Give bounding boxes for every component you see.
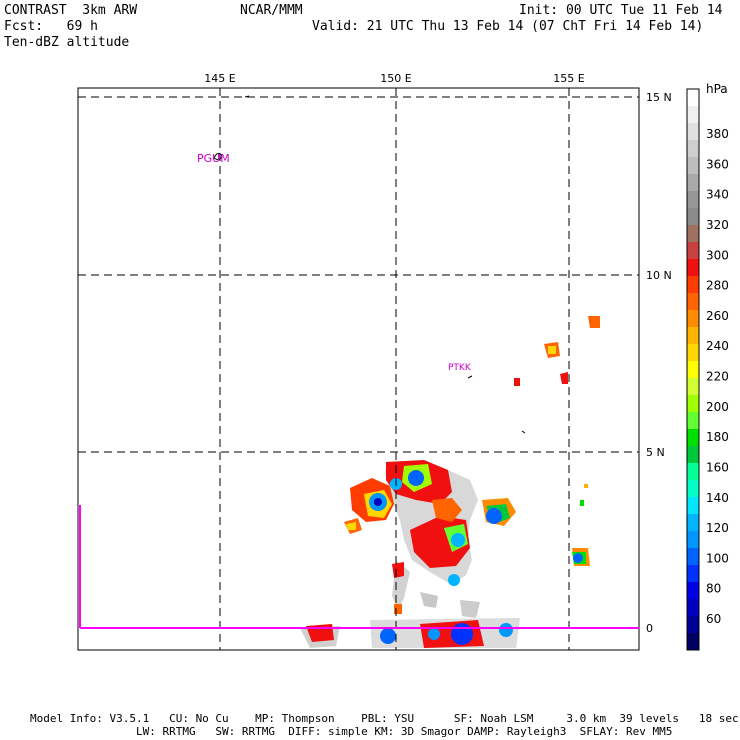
colorbar-swatch: [687, 140, 699, 158]
colorbar-label: 220: [706, 370, 729, 384]
colorbar-label: 300: [706, 248, 729, 262]
organization: NCAR/MMM: [240, 3, 303, 18]
colorbar-labels: 380 360 340 320 300 280 260 240 220 200 180 160 140 1…: [706, 127, 729, 626]
colorbar-swatch: [687, 633, 699, 651]
colorbar-swatch: [687, 582, 699, 600]
valid-time: Valid: 21 UTC Thu 13 Feb 14 (07 ChT Fri …: [312, 19, 704, 34]
colorbar-label: 340: [706, 188, 729, 202]
colorbar: [686, 88, 700, 651]
lat-label-15n: 15 N: [646, 91, 672, 104]
colorbar-label: 140: [706, 491, 729, 505]
colorbar-swatch: [687, 395, 699, 413]
colorbar-swatch: [687, 310, 699, 328]
colorbar-swatch: [687, 378, 699, 396]
colorbar-label: 80: [706, 582, 721, 596]
field-name: Ten-dBZ altitude: [4, 35, 130, 50]
colorbar-swatch: [687, 225, 699, 243]
colorbar-swatch: [687, 361, 699, 379]
init-time: Init: 00 UTC Tue 11 Feb 14: [519, 3, 723, 18]
model-title: CONTRAST 3km ARW: [4, 3, 138, 18]
colorbar-label: 240: [706, 339, 729, 353]
reflectivity-echoes: [300, 316, 600, 648]
colorbar-label: 260: [706, 309, 729, 323]
colorbar-swatch: [687, 327, 699, 345]
colorbar-swatch: [687, 344, 699, 362]
colorbar-label: 180: [706, 430, 729, 444]
station-pgum: PGUM: [197, 152, 230, 165]
domain-boundary: [79, 505, 639, 629]
colorbar-swatch: [687, 463, 699, 481]
colorbar-label: 380: [706, 127, 729, 141]
colorbar-swatch: [687, 565, 699, 583]
lon-label-145: 145 E: [204, 72, 235, 85]
colorbar-swatch: [687, 429, 699, 447]
colorbar-swatch: [687, 174, 699, 192]
model-info-line-1: Model Info: V3.5.1 CU: No Cu MP: Thompso…: [30, 712, 739, 725]
colorbar-label: 280: [706, 279, 729, 293]
colorbar-label: 100: [706, 551, 729, 565]
colorbar-swatch: [687, 616, 699, 634]
colorbar-swatch: [687, 531, 699, 549]
colorbar-swatch: [687, 480, 699, 498]
colorbar-swatch: [687, 106, 699, 124]
lat-label-5n: 5 N: [646, 446, 665, 459]
colorbar-unit: hPa: [706, 82, 728, 96]
colorbar-swatch: [687, 123, 699, 141]
colorbar-label: 360: [706, 157, 729, 171]
colorbar-swatch: [687, 89, 699, 107]
colorbar-swatch: [687, 208, 699, 226]
lon-label-155: 155 E: [553, 72, 584, 85]
colorbar-swatch: [687, 157, 699, 175]
colorbar-label: 120: [706, 521, 729, 535]
lat-lon-grid: [78, 88, 639, 650]
lat-label-0: 0: [646, 622, 653, 635]
lat-label-10n: 10 N: [646, 269, 672, 282]
colorbar-label: 60: [706, 612, 721, 626]
colorbar-swatch: [687, 259, 699, 277]
colorbar-swatch: [687, 191, 699, 209]
forecast-hour: Fcst: 69 h: [4, 19, 98, 34]
colorbar-swatch: [687, 497, 699, 515]
colorbar-label: 320: [706, 218, 729, 232]
colorbar-swatch: [687, 446, 699, 464]
model-info-line-2: LW: RRTMG SW: RRTMG DIFF: simple KM: 3D …: [30, 725, 673, 738]
colorbar-swatch: [687, 599, 699, 617]
map-frame: [77, 87, 640, 651]
colorbar-swatch: [687, 242, 699, 260]
colorbar-swatch: [687, 514, 699, 532]
colorbar-swatch: [687, 412, 699, 430]
station-ptkk: PTKK: [448, 363, 472, 373]
colorbar-swatch: [687, 548, 699, 566]
colorbar-frame: [686, 88, 700, 651]
colorbar-label: 160: [706, 460, 729, 474]
colorbar-swatch: [687, 276, 699, 294]
lon-label-150: 150 E: [380, 72, 411, 85]
colorbar-label: 200: [706, 400, 729, 414]
islands: [213, 95, 526, 434]
colorbar-swatch: [687, 293, 699, 311]
